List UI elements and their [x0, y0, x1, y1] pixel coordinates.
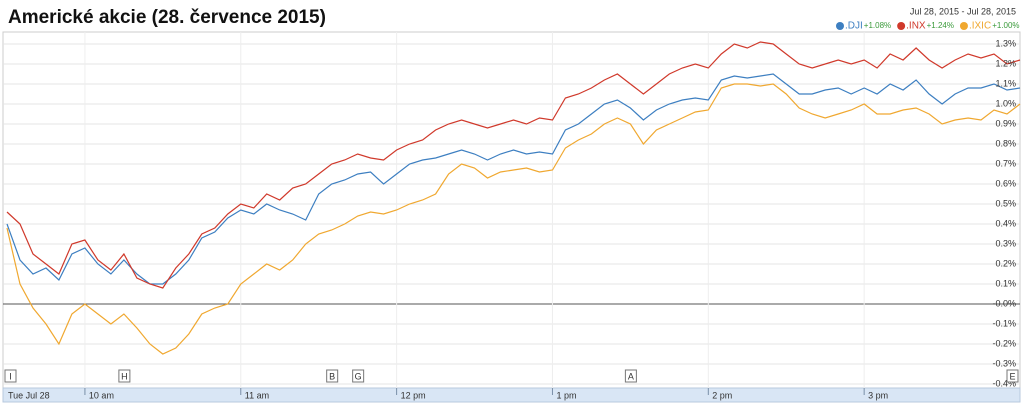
legend-change: +1.00%: [992, 21, 1019, 30]
y-tick-label: -0.3%: [992, 358, 1016, 368]
legend-swatch: [836, 22, 844, 30]
flag-box: [352, 369, 365, 383]
legend-swatch: [897, 22, 906, 30]
y-tick-label: 1.1%: [995, 78, 1016, 88]
flag-box: [4, 369, 17, 383]
chart-title: Americké akcie (28. července 2015): [8, 7, 326, 28]
y-tick-label: 0.3%: [995, 238, 1016, 248]
y-tick-label: 0.6%: [995, 178, 1016, 188]
legend-name: .INX: [906, 21, 926, 32]
flag-box: [326, 369, 339, 383]
y-tick-label: 0.1%: [995, 278, 1016, 288]
x-tick-label: 12 pm: [401, 390, 426, 400]
legend-item: .INX +1.24%: [897, 21, 954, 32]
y-tick-label: 0.2%: [995, 258, 1016, 268]
flag-label: B: [329, 371, 335, 381]
y-tick-label: 0.4%: [995, 218, 1016, 228]
legend-name: .DJI: [845, 21, 863, 32]
event-flag: H: [118, 369, 131, 383]
y-tick-label: 0.5%: [995, 198, 1016, 208]
x-tick-label: 3 pm: [868, 390, 888, 400]
y-tick-label: 1.0%: [995, 98, 1016, 108]
event-flag: E: [1006, 369, 1019, 383]
legend-swatch: [959, 22, 968, 30]
y-tick-label: 0.7%: [995, 158, 1016, 168]
flag-label: H: [121, 371, 128, 381]
x-tick-label: 11 am: [245, 390, 269, 400]
event-flag: A: [624, 369, 637, 383]
event-flag: B: [326, 369, 339, 383]
y-tick-label: 0.9%: [995, 118, 1016, 128]
plot-frame: [2, 31, 1021, 389]
legend-name: .IXIC: [969, 21, 991, 32]
flag-box: [118, 369, 131, 383]
date-range: Jul 28, 2015 - Jul 28, 2015: [910, 6, 1016, 16]
flag-label: G: [355, 371, 362, 381]
y-tick-label: 1.3%: [995, 38, 1016, 48]
legend-item: .DJI +1.08%: [836, 21, 891, 32]
y-tick-label: -0.4%: [992, 378, 1016, 388]
y-tick-label: 0.8%: [995, 138, 1016, 148]
x-tick-label: 1 pm: [556, 390, 576, 400]
x-tick-label: 10 am: [89, 390, 114, 400]
event-flag: I: [4, 369, 17, 383]
flag-box: [624, 369, 637, 383]
flag-label: A: [628, 371, 634, 381]
x-axis-strip: [2, 387, 1021, 403]
legend-change: +1.08%: [864, 21, 891, 30]
y-tick-label: -0.0%: [992, 298, 1016, 308]
x-tick-label: Tue Jul 28: [8, 390, 50, 400]
flag-label: E: [1009, 371, 1015, 381]
legend-change: +1.24%: [927, 21, 954, 30]
legend-item: .IXIC +1.00%: [959, 21, 1020, 32]
series-line: [6, 83, 1021, 355]
flag-label: I: [9, 371, 12, 381]
y-tick-label: -0.1%: [992, 318, 1016, 328]
y-tick-label: 1.2%: [995, 58, 1016, 68]
series-line: [6, 41, 1021, 289]
y-tick-label: -0.2%: [992, 338, 1016, 348]
event-flag: G: [352, 369, 365, 383]
flag-box: [1006, 369, 1019, 383]
series-line: [6, 73, 1021, 285]
x-tick-label: 2 pm: [712, 390, 732, 400]
